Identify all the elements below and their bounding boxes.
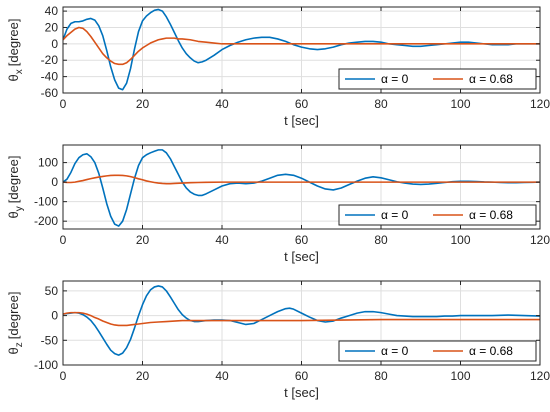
legend-label-1: α = 0.68 [469,208,513,222]
series-group [63,8,540,91]
x-tick-label: 60 [295,233,309,247]
chart-theta-y: 0 20 40 60 80 100 120 -200 -100 0 100 t [sec] θy [deg… [6,144,550,264]
legend-label-1: α = 0.68 [469,344,513,358]
x-tick-label: 40 [215,97,229,111]
x-tick-label: 100 [450,97,470,111]
x-tick-label: 0 [60,369,67,383]
x-axis-label: t [sec] [284,385,319,400]
y-tick-label: 20 [45,20,59,34]
y-tick-label: -60 [41,86,59,100]
y-tick-label: -100 [34,195,58,209]
y-label-unit: [degree] [6,292,21,340]
y-tick-label: 40 [45,4,59,18]
y-tick-label: 50 [45,284,59,298]
y-axis-label: θy [degree] [6,156,25,219]
legend: α = 0 α = 0.68 [338,340,537,362]
y-label-subscript: x [14,69,25,74]
y-label-symbol: θ [6,347,21,354]
y-tick-label: 0 [51,175,58,189]
series-line-0 [63,8,540,91]
x-tick-label: 60 [295,97,309,111]
y-axis-label: θx [degree] [6,19,25,82]
y-tick-label: 0 [51,37,58,51]
x-tick-label: 80 [374,97,388,111]
x-tick-label: 40 [215,233,229,247]
x-tick-label: 20 [136,97,150,111]
y-tick-label: -100 [34,358,58,372]
y-label-symbol: θ [6,74,21,81]
y-label-subscript: z [14,342,25,347]
y-label-unit: [degree] [6,19,21,67]
y-tick-label: -40 [41,70,59,84]
y-label-unit: [degree] [6,156,21,204]
chart-theta-z: 0 20 40 60 80 100 120 -100 -50 0 50 t [sec] θz [degre… [6,280,550,400]
series-line-1 [63,174,540,185]
legend: α = 0 α = 0.68 [338,204,537,226]
chart-theta-x: 0 20 40 60 80 100 120 -60 -40 -20 0 20 40 t [sec] θx [d… [6,4,550,128]
grid-lines [63,145,540,229]
y-label-symbol: θ [6,211,21,218]
series-line-0 [63,149,540,227]
x-tick-label: 120 [530,97,550,111]
legend-label-0: α = 0 [381,344,409,358]
x-tick-label: 20 [136,369,150,383]
y-tick-label: 0 [51,309,58,323]
y-tick-label: -50 [41,333,59,347]
y-tick-label: -200 [34,214,58,228]
series-line-1 [63,311,540,327]
x-tick-label: 80 [374,369,388,383]
series-line-1 [63,26,540,66]
x-axis-label: t [sec] [284,249,319,264]
x-tick-label: 20 [136,233,150,247]
x-tick-label: 100 [450,233,470,247]
x-tick-label: 60 [295,369,309,383]
y-axis-label: θz [degree] [6,292,25,355]
x-tick-label: 100 [450,369,470,383]
series-group [63,149,540,227]
legend-label-1: α = 0.68 [469,72,513,86]
x-tick-label: 0 [60,233,67,247]
x-axis-label: t [sec] [284,113,319,128]
series-group [63,285,540,356]
legend-label-0: α = 0 [381,208,409,222]
legend: α = 0 α = 0.68 [338,68,537,90]
x-tick-label: 0 [60,97,67,111]
y-tick-label: -20 [41,53,59,67]
x-tick-label: 40 [215,369,229,383]
y-label-subscript: y [14,206,25,211]
x-tick-label: 120 [530,233,550,247]
x-tick-label: 80 [374,233,388,247]
x-tick-label: 120 [530,369,550,383]
legend-label-0: α = 0 [381,72,409,86]
y-tick-label: 100 [38,156,58,170]
